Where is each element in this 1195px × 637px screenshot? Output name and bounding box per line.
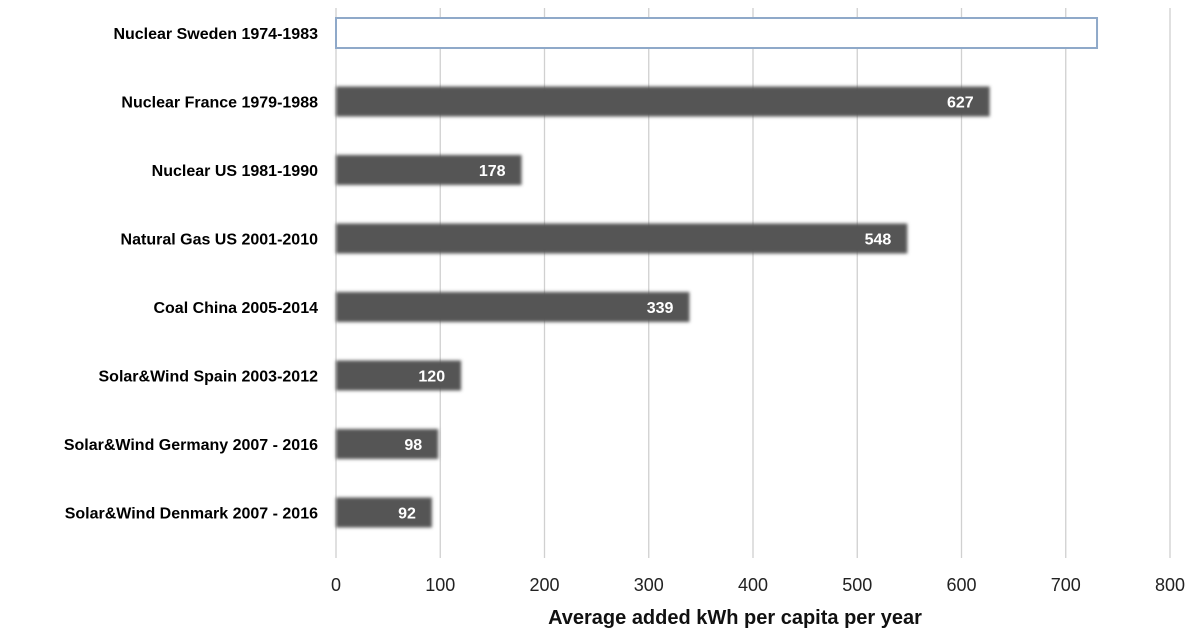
bar xyxy=(335,17,1099,49)
x-tick-labels: 0 100 200 300 400 500 600 700 800 xyxy=(331,575,1185,595)
bar xyxy=(336,497,432,528)
data-label: 339 xyxy=(647,300,674,317)
bars xyxy=(335,17,1099,528)
x-tick-label: 600 xyxy=(946,575,976,595)
category-label: Nuclear US 1981-1990 xyxy=(152,163,318,180)
data-label: 548 xyxy=(865,232,892,249)
x-tick-label: 700 xyxy=(1051,575,1081,595)
category-label: Nuclear Sweden 1974-1983 xyxy=(113,26,318,43)
x-tick-label: 0 xyxy=(331,575,341,595)
x-tick-label: 200 xyxy=(529,575,559,595)
category-label: Solar&Wind Denmark 2007 - 2016 xyxy=(65,506,318,523)
data-label: 92 xyxy=(398,506,416,523)
category-label: Solar&Wind Germany 2007 - 2016 xyxy=(64,437,318,454)
x-tick-label: 300 xyxy=(634,575,664,595)
bar xyxy=(336,86,990,117)
bar xyxy=(336,292,690,322)
bar xyxy=(336,429,439,459)
x-tick-label: 400 xyxy=(738,575,768,595)
x-tick-label: 100 xyxy=(425,575,455,595)
category-labels: Nuclear Sweden 1974-1983 Nuclear France 1… xyxy=(64,26,318,523)
bar xyxy=(336,223,908,254)
data-label: 627 xyxy=(947,95,974,112)
bar xyxy=(336,155,522,185)
category-label: Nuclear France 1979-1988 xyxy=(121,95,318,112)
bar xyxy=(336,360,462,391)
data-label: 120 xyxy=(418,369,445,386)
x-tick-label: 500 xyxy=(842,575,872,595)
category-label: Natural Gas US 2001-2010 xyxy=(121,232,319,249)
data-label: 98 xyxy=(404,437,422,454)
category-label: Coal China 2005-2014 xyxy=(153,300,318,317)
data-label: 178 xyxy=(479,163,506,180)
x-axis-title: Average added kWh per capita per year xyxy=(548,607,922,629)
x-tick-label: 800 xyxy=(1155,575,1185,595)
value-labels: 627 178 548 339 120 98 92 xyxy=(398,95,974,523)
category-label: Solar&Wind Spain 2003-2012 xyxy=(99,369,319,386)
